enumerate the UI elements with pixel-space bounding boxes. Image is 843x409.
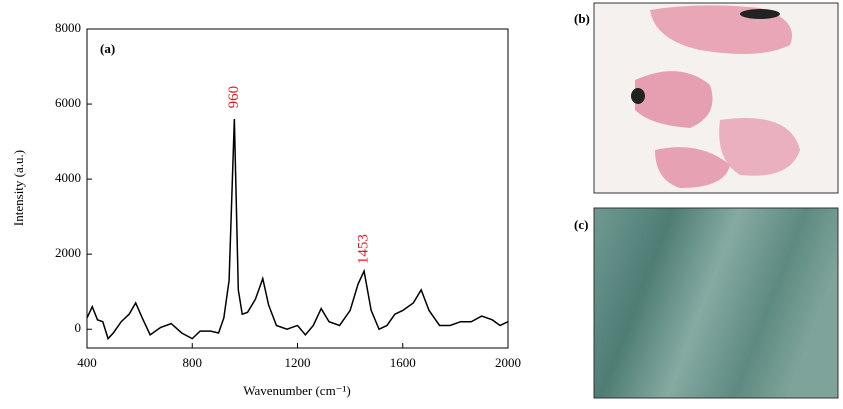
y-tick-label: 0: [75, 320, 82, 335]
stain: [631, 88, 645, 104]
x-tick-label: 2000: [495, 355, 521, 370]
panel-c-image: [593, 207, 839, 399]
peak-annotation: 960: [226, 86, 242, 109]
tissue: [635, 71, 713, 128]
tissue: [719, 118, 800, 176]
y-tick-label: 6000: [55, 95, 81, 110]
panel-label: (b): [574, 11, 590, 26]
chart-title: (a): [100, 41, 115, 56]
peak-annotation: 1453: [356, 234, 372, 264]
y-tick-label: 8000: [55, 20, 81, 35]
y-axis-label: Intensity (a.u.): [11, 150, 26, 226]
x-axis-label: Wavenumber (cm⁻¹): [243, 383, 351, 398]
x-tick-label: 800: [183, 355, 203, 370]
x-tick-label: 1200: [285, 355, 311, 370]
tissue: [655, 147, 730, 188]
stain: [740, 9, 780, 19]
y-tick-label: 2000: [55, 245, 81, 260]
panel-label: (c): [574, 217, 588, 232]
x-tick-label: 400: [77, 355, 97, 370]
plot-frame: [86, 28, 509, 349]
y-tick-label: 4000: [55, 170, 81, 185]
x-tick-label: 1600: [390, 355, 416, 370]
panel-b: [593, 2, 839, 194]
spectrum-line: [86, 119, 509, 341]
